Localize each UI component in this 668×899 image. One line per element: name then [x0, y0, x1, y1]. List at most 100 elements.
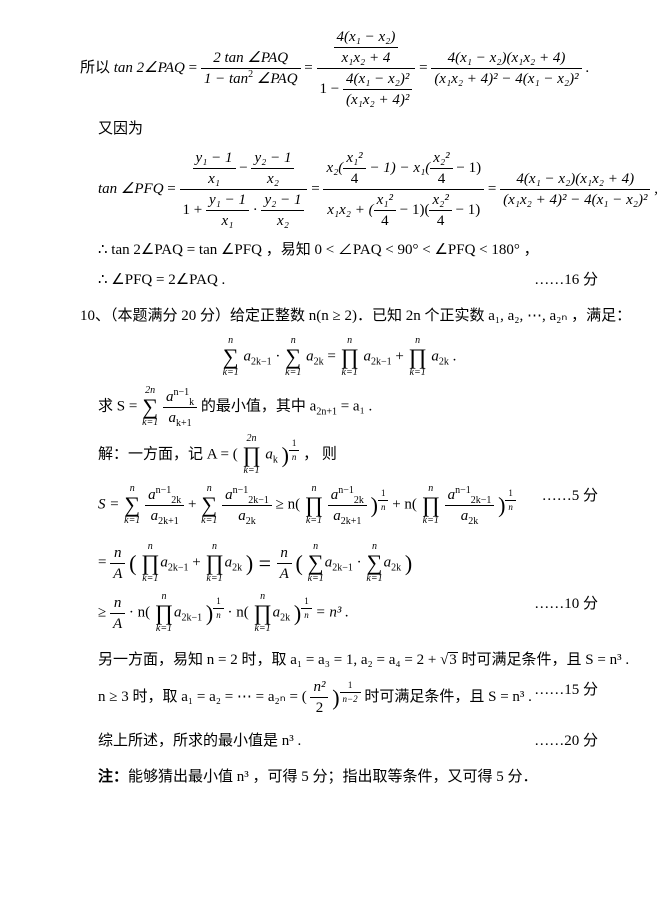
l5bt: = a₁ .: [337, 398, 372, 414]
l5ds: k+1: [176, 418, 192, 429]
a2: a: [306, 348, 314, 364]
a1: a: [244, 348, 252, 364]
eq2d1cd: x₂: [261, 211, 304, 230]
line-n2-case: 另一方面，易知 n = 2 时，取 a₁ = a₃ = 1, a₂ = a₄ =…: [98, 648, 598, 672]
p2l: k=1: [409, 368, 427, 378]
eq1-den1a: 1 − tan: [204, 71, 248, 87]
equation-tanpfq: tan ∠PFQ = y₁ − 1x₁ − y₂ − 1x₂ 1 + y₁ − …: [98, 149, 598, 230]
l12a: 综上所述，所求的最小值是 n³ .: [98, 733, 301, 749]
eq2n1bd: x₂: [251, 169, 294, 188]
l8o: (: [129, 550, 136, 575]
eq2n1bn: y₂ − 1: [251, 149, 294, 169]
l5sl: k=1: [142, 418, 158, 428]
eq1-den2d: (x₁x₂ + 4)²: [343, 90, 412, 109]
s1l: k=1: [223, 368, 239, 378]
l6a: 解：一方面，记 A = (: [98, 446, 238, 462]
eq1-lhs: tan 2∠PAQ: [114, 60, 185, 76]
l8pl: +: [192, 554, 204, 570]
l5ns: k: [189, 397, 194, 408]
eq1-den3: (x₁x₂ + 4)² − 4(x₁ − x₂)²: [431, 69, 581, 88]
eq2d1a: 1 +: [183, 202, 206, 218]
eq1-den1b: ∠PAQ: [253, 71, 297, 87]
eq2d1bn: y₁ − 1: [206, 191, 249, 211]
cd: ·: [275, 348, 284, 364]
eq1-den2a: 1 −: [320, 81, 343, 97]
l8d: A: [110, 564, 125, 583]
eq2m1b: − 1): [453, 160, 481, 176]
l9c: · n(: [228, 604, 249, 620]
eq2x2d2: 4: [429, 211, 451, 230]
l11ed: n−2: [340, 693, 361, 705]
equation-nA: = nA ( n∏k=1a2k−1 + n∏k=1a2k ) = nA ( n∑…: [98, 542, 598, 584]
eq2n1an: y₁ − 1: [193, 149, 236, 169]
eq2d2a: x₁x₂ + (: [327, 202, 373, 218]
line-note: 注：能够猜出最小值 n³ ，可得 5 分；指出取等条件，又可得 5 分．: [98, 765, 598, 789]
p1l: k=1: [341, 368, 359, 378]
eq1-prefix: 所以: [80, 60, 114, 76]
eq2d3: (x₁x₂ + 4)² − 4(x₁ − x₂)²: [500, 190, 650, 209]
score-10: ……10 分: [534, 592, 598, 616]
eq1-num1: 2 tan ∠PAQ: [201, 49, 301, 69]
l11b: 时可满足条件，且 S = n³ .: [364, 689, 532, 705]
eq1-den2n: 4(x₁ − x₂)²: [343, 70, 412, 90]
a4s: 2k: [439, 356, 449, 367]
eq2m1b2: − 1): [452, 202, 480, 218]
line-n3-case: n ≥ 3 时，取 a₁ = a₂ = ⋯ = a₂ₙ = ( n²2 )1n−…: [98, 678, 598, 717]
l5b: 的最小值，其中 a: [201, 398, 316, 414]
line-therefore-pfq: ∴ ∠PFQ = 2∠PAQ . ……16 分: [98, 268, 598, 292]
eq1-num2d: x₁x₂ + 4: [334, 48, 399, 67]
eq1-num2n: 4(x₁ − x₂): [334, 28, 399, 48]
l6aks: k: [273, 454, 278, 465]
l10: 另一方面，易知 n = 2 时，取 a₁ = a₃ = 1, a₂ = a₄ =…: [98, 652, 440, 668]
l7a: S =: [98, 496, 123, 512]
eq2x2d: 4: [430, 169, 452, 188]
eq2x1n2: x₁²: [374, 191, 396, 211]
l9eq: = n³ .: [315, 604, 348, 620]
l7s2l: k=1: [201, 516, 217, 526]
eq1-num3: 4(x₁ − x₂)(x₁x₂ + 4): [431, 49, 581, 69]
line-therefore-tan: ∴ tan 2∠PAQ = tan ∠PFQ ，易知 0 < ∠PAQ < 90…: [98, 238, 598, 262]
l11en: 1: [340, 680, 361, 693]
l7s1l: k=1: [124, 516, 140, 526]
l6en: 1: [289, 438, 300, 451]
line-find-S: 求 S = 2n∑k=1 an−1k ak+1 的最小值，其中 a2n+1 = …: [98, 386, 598, 428]
s2l: k=1: [285, 368, 301, 378]
l8n: n: [110, 544, 125, 564]
l9a: ≥: [98, 604, 110, 620]
l8n2: n: [277, 544, 292, 564]
a1s: 2k−1: [251, 356, 272, 367]
a3s: 2k−1: [371, 356, 392, 367]
l8p: =: [98, 554, 110, 570]
equation-tan2paq: 所以 tan 2∠PAQ = 2 tan ∠PAQ 1 − tan2 ∠PAQ …: [80, 28, 598, 109]
eq2x1d2: 4: [374, 211, 396, 230]
eq2-minus: −: [239, 160, 251, 176]
l3b-pre: ∴ ∠PFQ = 2∠PAQ .: [98, 272, 225, 288]
l8c: ): [405, 550, 412, 575]
line-solution-A: 解：一方面，记 A = ( 2n∏k=1 ak )1n ， 则: [98, 434, 598, 476]
l5da: a: [169, 410, 177, 426]
l13: 能够猜出最小值 n³ ，可得 5 分；指出取等条件，又可得 5 分．: [128, 769, 538, 785]
l7p2l: k=1: [422, 516, 440, 526]
eq2d1cn: y₂ − 1: [261, 191, 304, 211]
l10s: 3: [448, 652, 458, 668]
eq2x1d: 4: [343, 169, 365, 188]
line-youyinwei: 又因为: [98, 117, 598, 141]
eq3t: .: [453, 348, 457, 364]
l11n: n²: [310, 678, 328, 698]
l11d: 2: [310, 698, 328, 717]
l5np: n−1: [174, 387, 190, 398]
line-conclusion: 综上所述，所求的最小值是 n³ . ……20 分: [98, 729, 598, 753]
eq1-tail: .: [585, 60, 589, 76]
eq: =: [327, 348, 339, 364]
score-16: ……16 分: [534, 268, 598, 292]
eq2-lhs: tan ∠PFQ: [98, 181, 164, 197]
l7pl: + n(: [392, 496, 417, 512]
l13b: 注：: [98, 769, 128, 785]
eq2d1bd: x₁: [206, 211, 249, 230]
eq2-dot: ·: [253, 202, 262, 218]
score-20: ……20 分: [534, 729, 598, 753]
pl: +: [395, 348, 407, 364]
l7ge: ≥ n(: [276, 496, 300, 512]
l6ed: n: [289, 451, 300, 463]
equation-S-expand: S = n∑k=1 an−12ka2k+1 + n∑k=1 an−12k−1a2…: [98, 484, 598, 526]
